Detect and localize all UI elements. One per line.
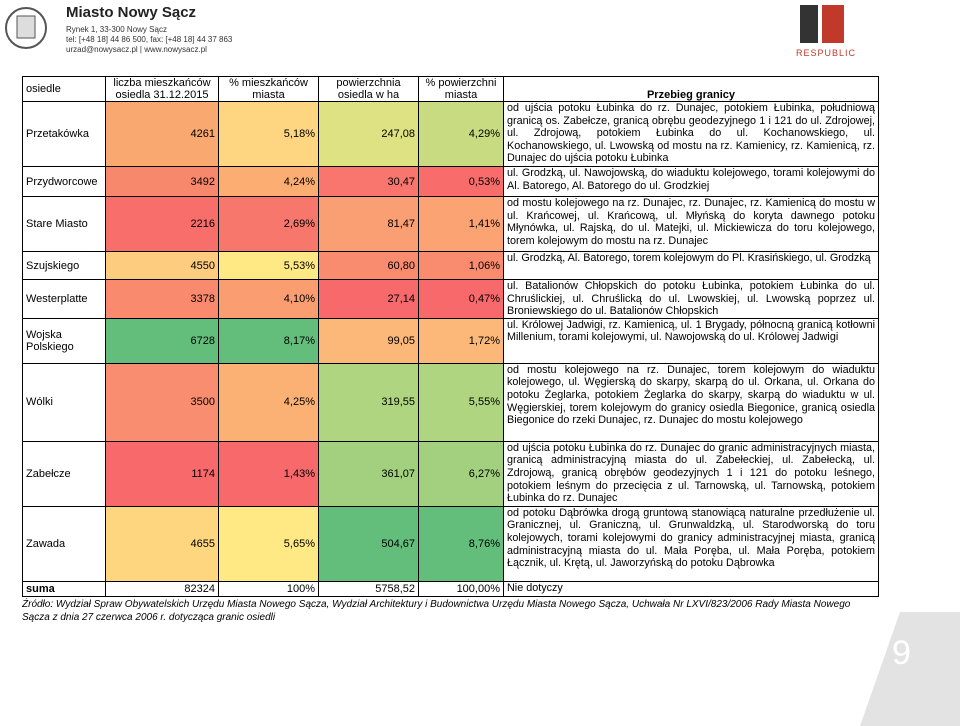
brand: RESPUBLIC xyxy=(796,48,857,58)
value-cell: 2216 xyxy=(105,196,219,252)
value-cell: 8,76% xyxy=(418,505,504,582)
header-row: osiedle liczba mieszkańców osiedla 31.12.… xyxy=(22,76,879,102)
district-name: Westerplatte xyxy=(22,279,106,319)
value-cell: 6,27% xyxy=(418,440,504,507)
value-cell: 4,29% xyxy=(418,101,504,167)
column-header: % powierzchni miasta xyxy=(418,76,504,102)
boundary-cell: ul. Batalionów Chłopskich do potoku Łubi… xyxy=(503,279,879,319)
value-cell: 2,69% xyxy=(218,196,319,252)
value-cell: 4550 xyxy=(105,251,219,280)
value-cell: 99,05 xyxy=(318,317,419,364)
column-header: osiedle xyxy=(22,76,106,102)
value-cell: 81,47 xyxy=(318,196,419,252)
value-cell: 247,08 xyxy=(318,101,419,167)
value-cell: 0,47% xyxy=(418,279,504,319)
column-header: % mieszkańców miasta xyxy=(218,76,319,102)
value-cell: 4,10% xyxy=(218,279,319,319)
value-cell: 4261 xyxy=(105,101,219,167)
value-cell: 1,72% xyxy=(418,317,504,364)
value-cell: 5,65% xyxy=(218,505,319,582)
value-cell: 5,53% xyxy=(218,251,319,280)
table-row: Zawada 4655 5,65% 504,67 8,76% od potoku Dąbr… xyxy=(22,505,879,582)
table-row: Westerplatte 3378 4,10% 27,14 0,47% ul. Batal… xyxy=(22,279,879,319)
boundary-cell: ul. Królowej Jadwigi, rz. Kamienicą, ul.… xyxy=(503,317,879,364)
value-cell: 1,41% xyxy=(418,196,504,252)
logo-title: Miasto Nowy Sącz xyxy=(66,4,197,21)
value-cell: 1,06% xyxy=(418,251,504,280)
value-cell: 361,07 xyxy=(318,440,419,507)
value-cell: 4655 xyxy=(105,505,219,582)
value-cell: 3500 xyxy=(105,362,219,442)
value-cell: 8,17% xyxy=(218,317,319,364)
table-row: Stare Miasto 2216 2,69% 81,47 1,41% od mostu … xyxy=(22,196,879,252)
district-name: Wólki xyxy=(22,362,106,442)
table-row: Przetakówka 4261 5,18% 247,08 4,29% od ujścia… xyxy=(22,101,879,167)
value-cell: 6728 xyxy=(105,317,219,364)
district-name: Zawada xyxy=(22,505,106,582)
address: urzad@nowysacz.pl | www.nowysacz.pl xyxy=(66,45,207,54)
value-cell: 504,67 xyxy=(318,505,419,582)
brand-logo xyxy=(822,5,844,43)
district-name: Przydworcowe xyxy=(22,166,106,197)
district-name: Stare Miasto xyxy=(22,196,106,252)
district-name: Szujskiego xyxy=(22,251,106,280)
crest-shield xyxy=(16,15,36,39)
district-name: Przetakówka xyxy=(22,101,106,167)
boundary-cell: od potoku Dąbrówka drogą gruntową stanow… xyxy=(503,505,879,582)
value-cell: 82324 xyxy=(105,580,219,597)
district-name: Wojska Polskiego xyxy=(22,317,106,364)
header: Miasto Nowy Sącz Rynek 1, 33-300 Nowy Są… xyxy=(0,0,960,60)
value-cell: 5,18% xyxy=(218,101,319,167)
value-cell: 3378 xyxy=(105,279,219,319)
table-row: Szujskiego 4550 5,53% 60,80 1,06% ul. Grodzką… xyxy=(22,251,879,280)
district-name: Zabełcze xyxy=(22,440,106,507)
table-row: Przydworcowe 3492 4,24% 30,47 0,53% ul. Grodz… xyxy=(22,166,879,197)
value-cell: 319,55 xyxy=(318,362,419,442)
value-cell: 30,47 xyxy=(318,166,419,197)
value-cell: 5,55% xyxy=(418,362,504,442)
address: tel: [+48 18] 44 86 500, fax: [+48 18] 4… xyxy=(66,35,233,44)
value-cell: 5758,52 xyxy=(318,580,419,597)
table-row: Wólki 3500 4,25% 319,55 5,55% od mostu kolejo… xyxy=(22,362,879,442)
column-header: Przebieg granicy xyxy=(503,76,879,102)
brand-logo xyxy=(800,5,818,43)
value-cell: 4,25% xyxy=(218,362,319,442)
value-cell: 1174 xyxy=(105,440,219,507)
table: osiedle liczba mieszkańców osiedla 31.12.… xyxy=(22,76,879,597)
boundary-cell: ul. Grodzką, ul. Nawojowską, do wiaduktu… xyxy=(503,166,879,197)
boundary-cell: Nie dotyczy xyxy=(503,580,879,597)
page-number: 9 xyxy=(892,634,911,672)
page-corner xyxy=(860,612,960,726)
source-note: Źródło: Wydział Spraw Obywatelskich Urzę… xyxy=(22,599,851,623)
boundary-cell: od mostu kolejowego na rz. Dunajec, rz. … xyxy=(503,196,879,252)
value-cell: 3492 xyxy=(105,166,219,197)
table-row: suma 82324 100% 5758,52 100,00% Nie dotyczy xyxy=(22,580,879,597)
value-cell: 1,43% xyxy=(218,440,319,507)
district-name: suma xyxy=(22,580,106,597)
boundary-cell: ul. Grodzką, Al. Batorego, torem kolejow… xyxy=(503,251,879,280)
value-cell: 4,24% xyxy=(218,166,319,197)
value-cell: 27,14 xyxy=(318,279,419,319)
column-header: powierzchnia osiedla w ha xyxy=(318,76,419,102)
table-row: Wojska Polskiego 6728 8,17% 99,05 1,72% ul. K… xyxy=(22,317,879,364)
address: Rynek 1, 33-300 Nowy Sącz xyxy=(66,25,167,34)
boundary-cell: od mostu kolejowego na rz. Dunajec, tore… xyxy=(503,362,879,442)
value-cell: 0,53% xyxy=(418,166,504,197)
value-cell: 100% xyxy=(218,580,319,597)
column-header: liczba mieszkańców osiedla 31.12.2015 xyxy=(105,76,219,102)
value-cell: 100,00% xyxy=(418,580,504,597)
boundary-cell: od ujścia potoku Łubinka do rz. Dunajec,… xyxy=(503,101,879,167)
boundary-cell: od ujścia potoku Łubinka do rz. Dunajec … xyxy=(503,440,879,507)
table-row: Zabełcze 1174 1,43% 361,07 6,27% od ujścia po… xyxy=(22,440,879,507)
value-cell: 60,80 xyxy=(318,251,419,280)
city-crest xyxy=(5,7,47,49)
